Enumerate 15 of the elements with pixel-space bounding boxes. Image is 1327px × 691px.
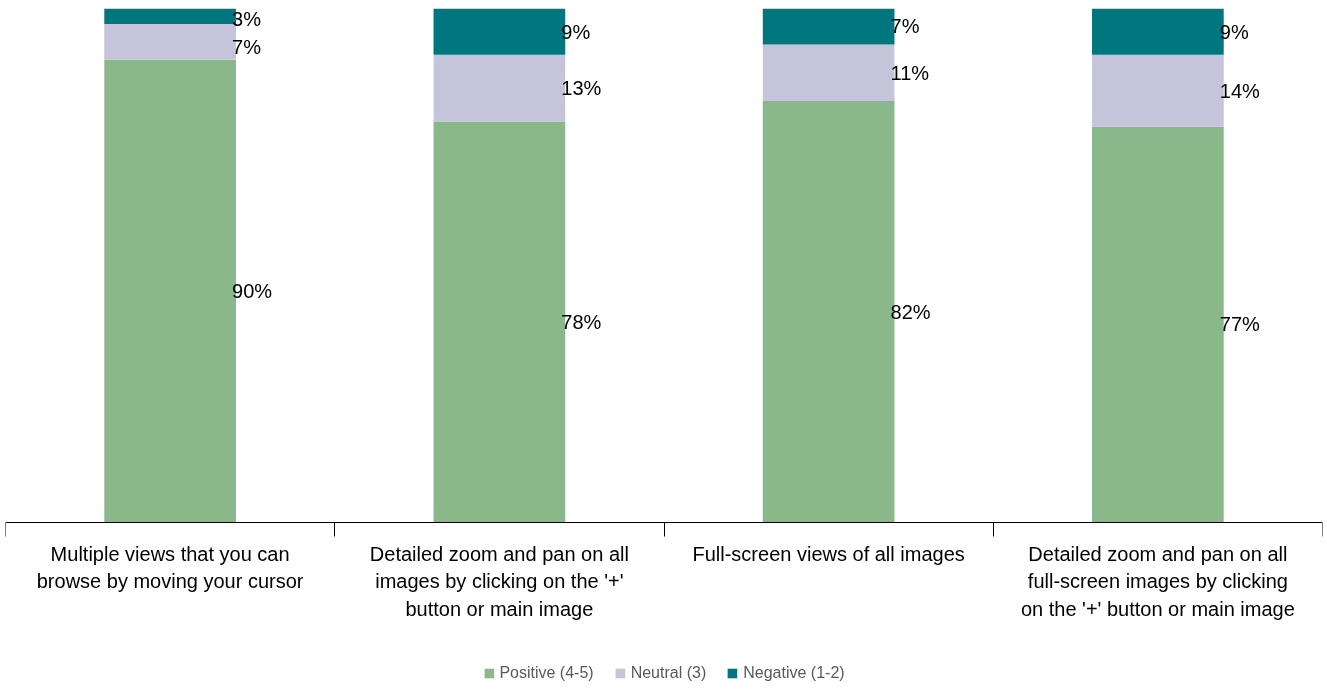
legend-label: Negative (1-2) bbox=[743, 664, 845, 682]
data-label: 13% bbox=[561, 77, 602, 100]
data-label: 77% bbox=[1219, 313, 1261, 336]
data-label: 82% bbox=[890, 300, 931, 323]
x-tick-label: Multiple views that you can browse by moving your cursor bbox=[36, 542, 304, 593]
data-label: 90% bbox=[232, 280, 273, 303]
data-label: 7% bbox=[232, 36, 262, 59]
x-tick-label: Detailed zoom and pan on all full-screen images by clicking on the '+' button or main image bbox=[1020, 542, 1295, 620]
legend-label: Neutral (3) bbox=[630, 664, 707, 682]
data-label: 11% bbox=[890, 61, 930, 84]
data-label: 78% bbox=[561, 310, 602, 333]
x-tick-label: Detailed zoom and pan on all images by clicking on the '+' button or main image bbox=[369, 542, 629, 620]
data-label: 14% bbox=[1219, 79, 1261, 102]
legend-label: Positive (4-5) bbox=[499, 664, 594, 682]
x-tick-label: Full-screen views of all images bbox=[692, 542, 965, 565]
